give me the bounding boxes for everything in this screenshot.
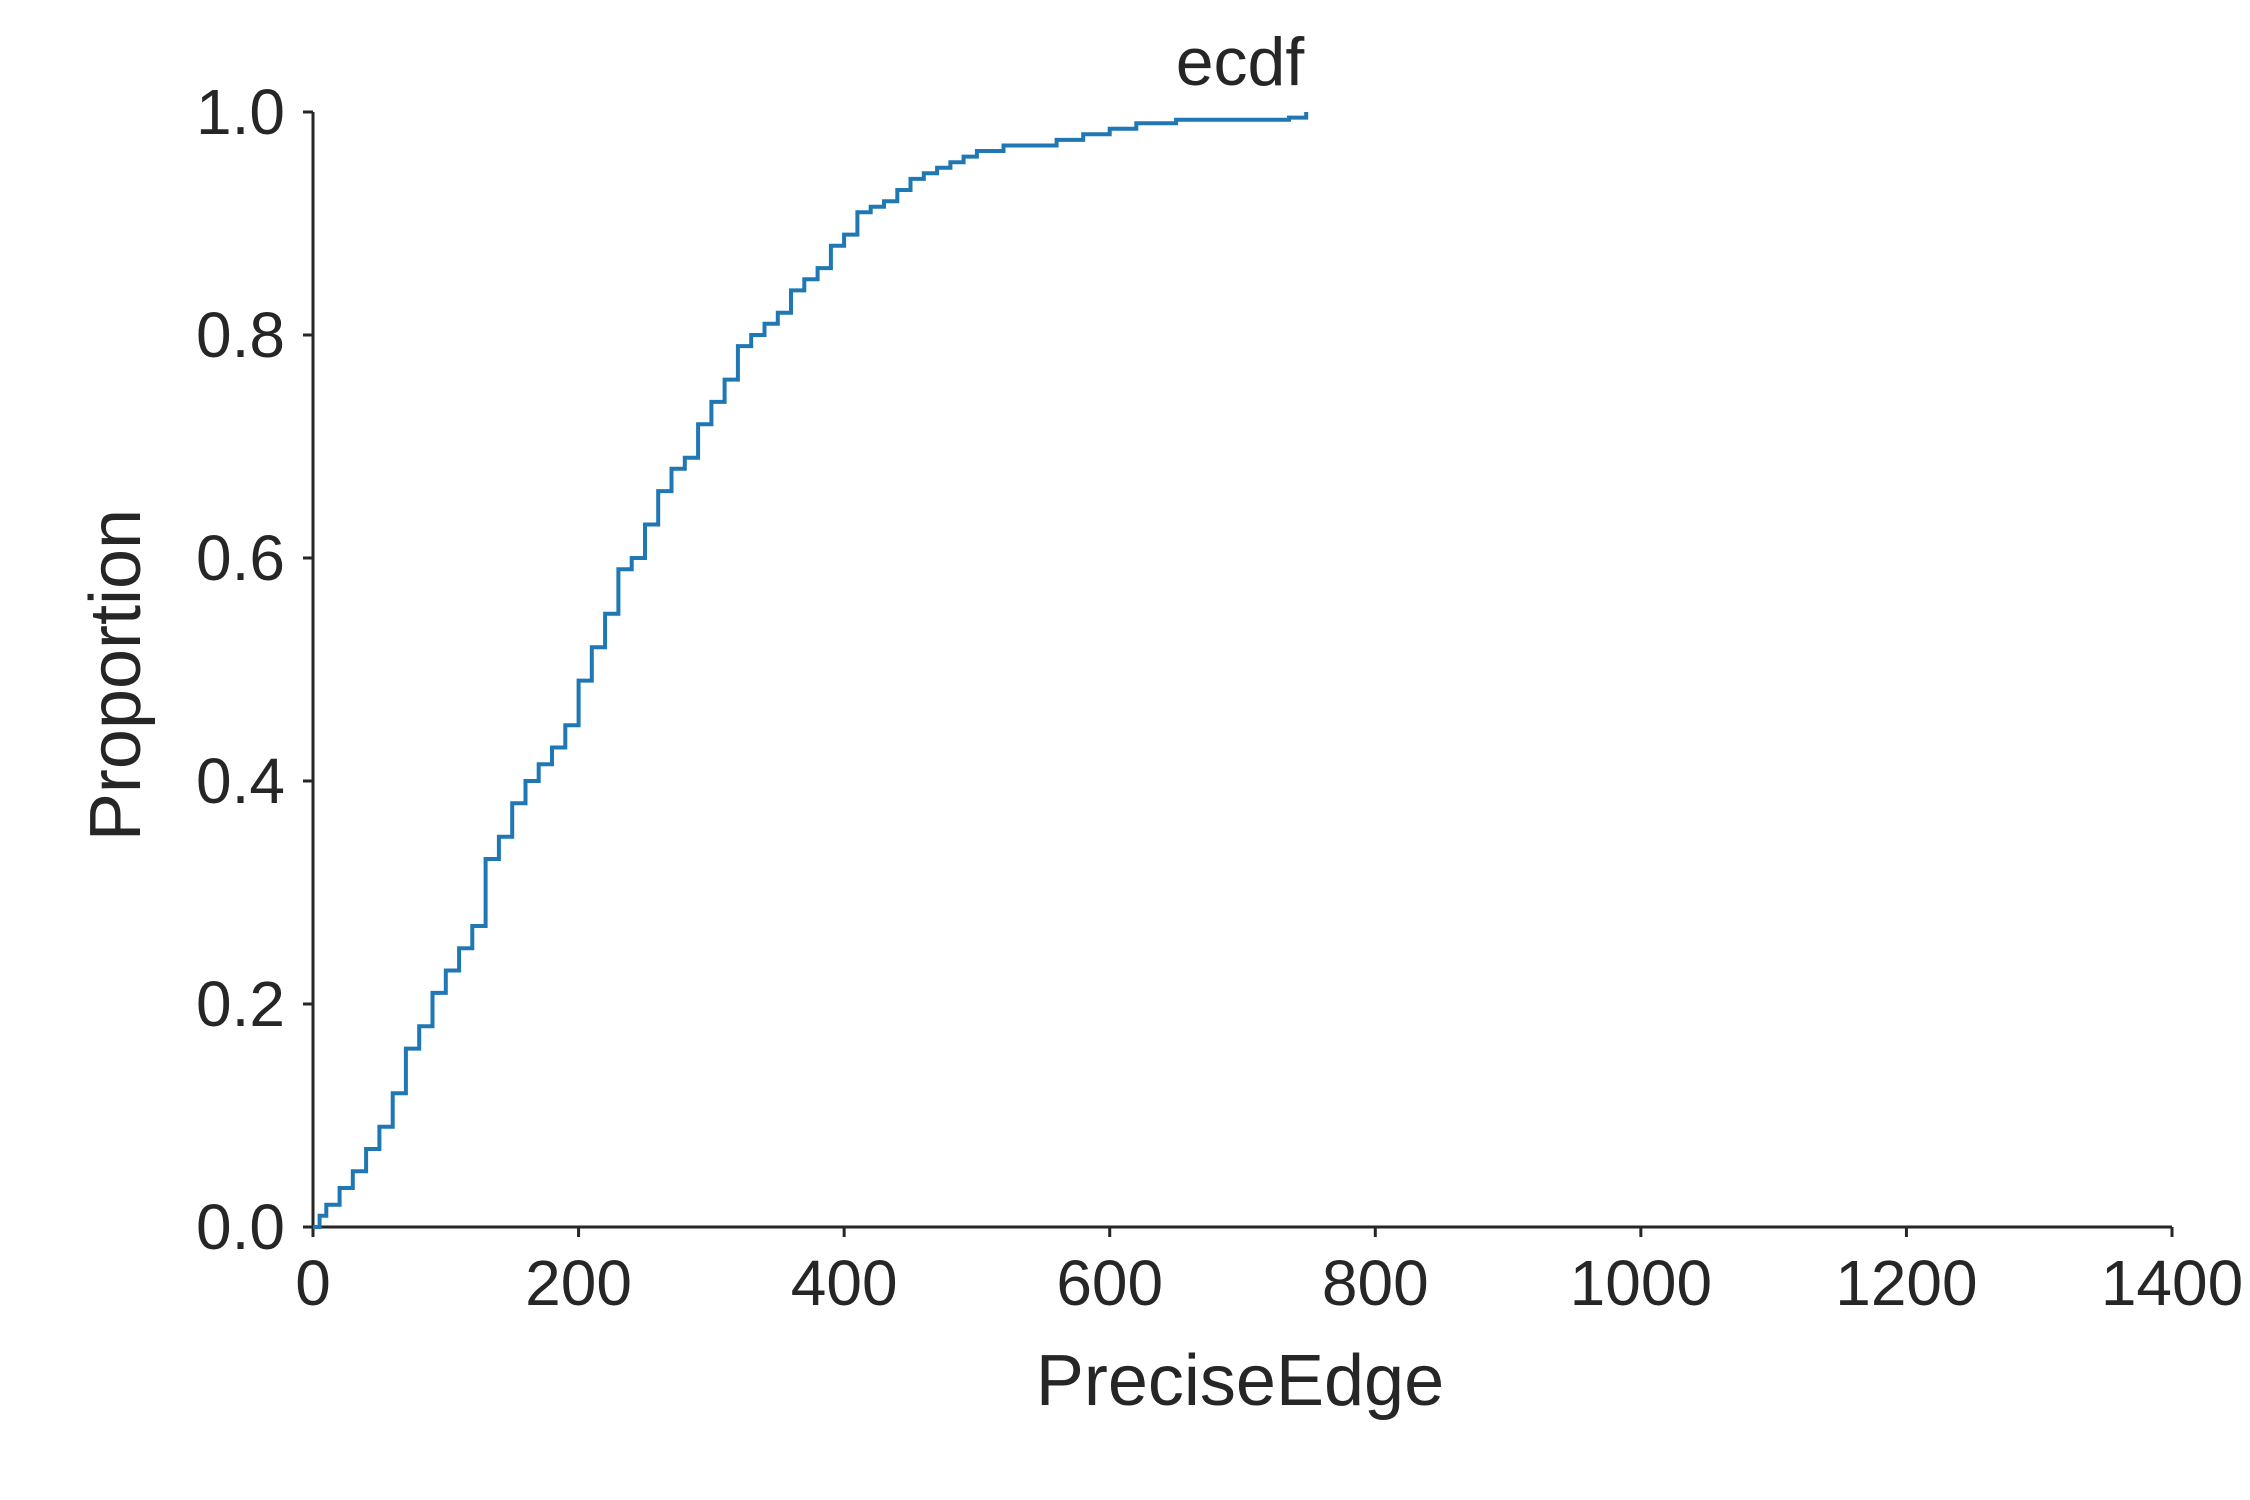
x-tick-label: 1400: [2101, 1247, 2243, 1319]
x-axis: 0 200 400 600 800 1000 1200 1400: [295, 1225, 2243, 1319]
x-axis-title: PreciseEdge: [1036, 1341, 1444, 1421]
y-axis-title: Proportion: [76, 509, 156, 841]
y-axis: 0.0 0.2 0.4 0.6 0.8 1.0: [196, 76, 315, 1263]
plot-series: [313, 112, 1309, 1229]
y-tick-label: 0.6: [196, 522, 285, 594]
x-tick-label: 1000: [1570, 1247, 1712, 1319]
x-tick-label: 800: [1322, 1247, 1429, 1319]
x-tick-label: 1200: [1835, 1247, 1977, 1319]
y-tick-label: 0.8: [196, 299, 285, 371]
x-tick-label: 400: [791, 1247, 898, 1319]
x-tick-label: 200: [525, 1247, 632, 1319]
y-tick-label: 0.4: [196, 745, 285, 817]
y-tick-label: 0.2: [196, 968, 285, 1040]
x-tick-label: 600: [1056, 1247, 1163, 1319]
chart-title: ecdf: [1176, 24, 1305, 100]
y-tick-label: 0.0: [196, 1191, 285, 1263]
y-tick-label: 1.0: [196, 76, 285, 148]
ecdf-series-line: [313, 112, 1309, 1229]
x-tick-label: 0: [295, 1247, 331, 1319]
